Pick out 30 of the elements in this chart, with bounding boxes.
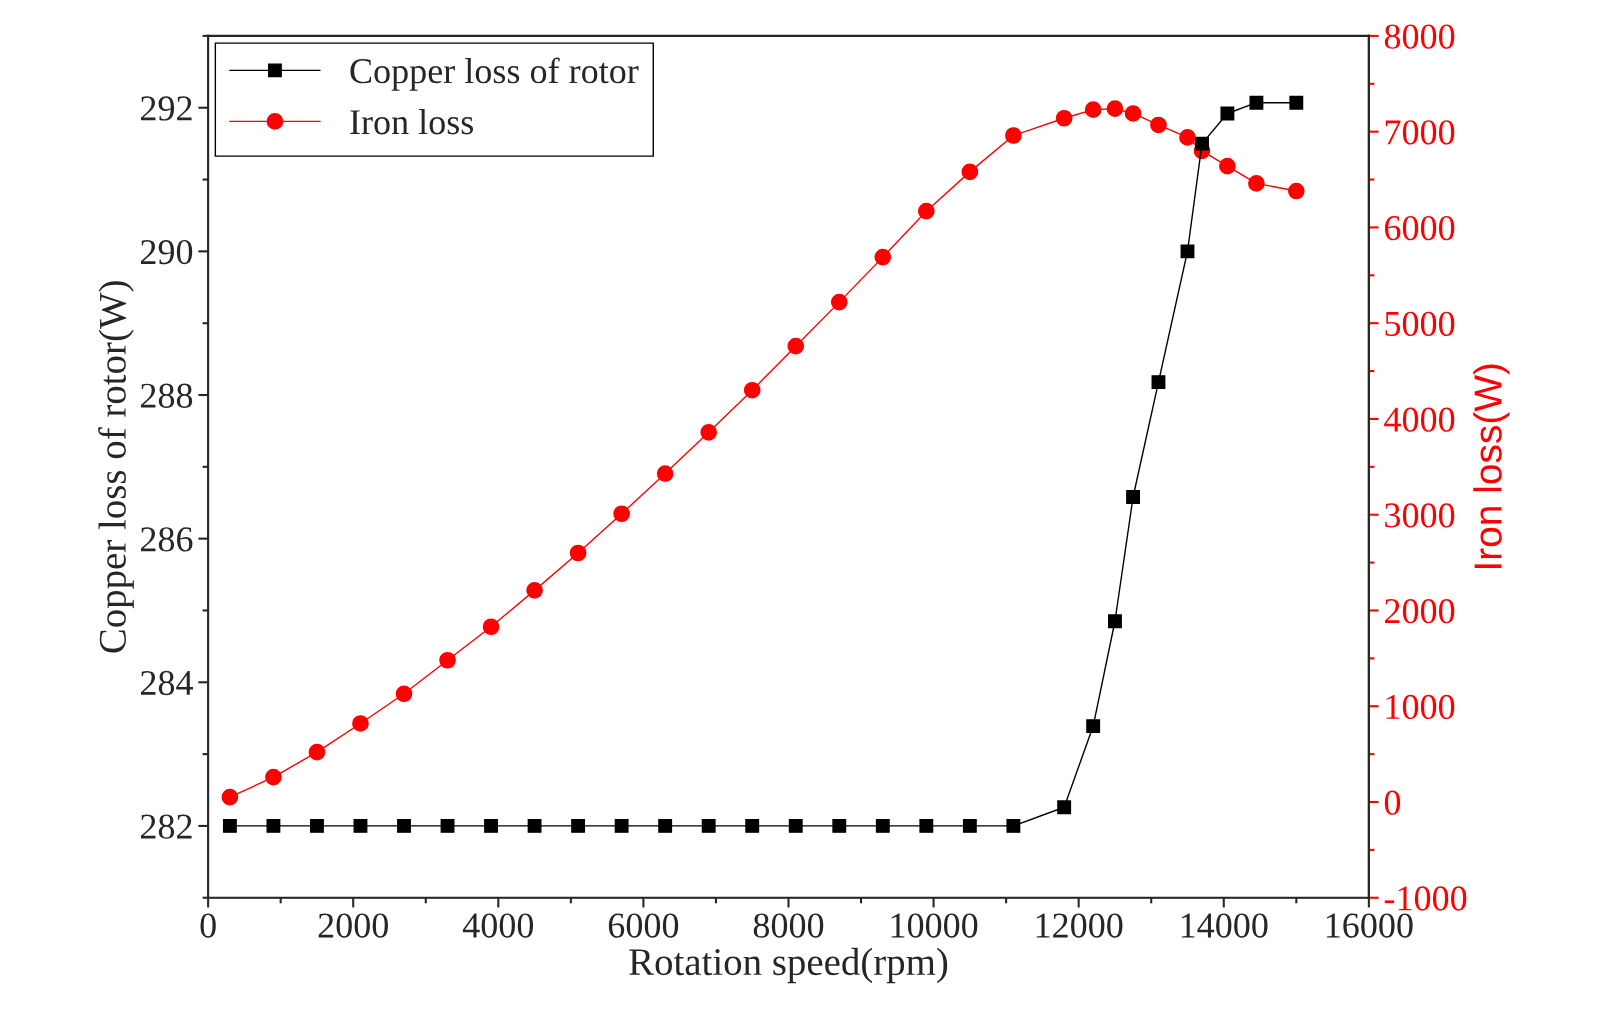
y2-tick-label: 8000 (1384, 24, 1455, 49)
y-tick-label: 282 (140, 814, 192, 839)
x-tick-label: 6000 (608, 913, 679, 938)
x-axis-title: Rotation speed(rpm) (629, 947, 948, 984)
legend-label: Iron loss (350, 108, 474, 135)
y-tick-label: 290 (140, 239, 193, 265)
x-tick-label: 0 (200, 913, 216, 938)
x-tick-label: 2000 (318, 913, 388, 938)
y2-tick-label: 1000 (1386, 694, 1455, 720)
y2-tick-label: -1000 (1384, 886, 1467, 911)
y-tick-label: 292 (140, 96, 192, 121)
y2-tick-label: 5000 (1385, 311, 1455, 337)
x-tick-label: 8000 (753, 913, 824, 938)
y2-axis-title: Iron loss(W) (1473, 364, 1510, 569)
y2-tick-label: 2000 (1385, 598, 1455, 624)
y2-tick-label: 6000 (1384, 215, 1455, 241)
y2-tick-label: 7000 (1385, 120, 1455, 145)
y-tick-label: 286 (140, 527, 193, 552)
y-tick-label: 288 (140, 383, 193, 408)
x-tick-label: 10000 (891, 913, 978, 938)
y-tick-label: 284 (140, 670, 193, 696)
y2-tick-label: 0 (1384, 790, 1401, 815)
legend-label: Copper loss of rotor (350, 57, 639, 91)
y2-tick-label: 3000 (1385, 503, 1455, 528)
y-axis-title: Copper loss of rotor(W) (98, 281, 134, 653)
x-tick-label: 14000 (1181, 913, 1268, 938)
x-tick-label: 12000 (1036, 913, 1123, 938)
y2-tick-label: 4000 (1384, 407, 1455, 432)
x-tick-label: 4000 (462, 913, 534, 938)
x-tick-label: 16000 (1326, 913, 1413, 938)
